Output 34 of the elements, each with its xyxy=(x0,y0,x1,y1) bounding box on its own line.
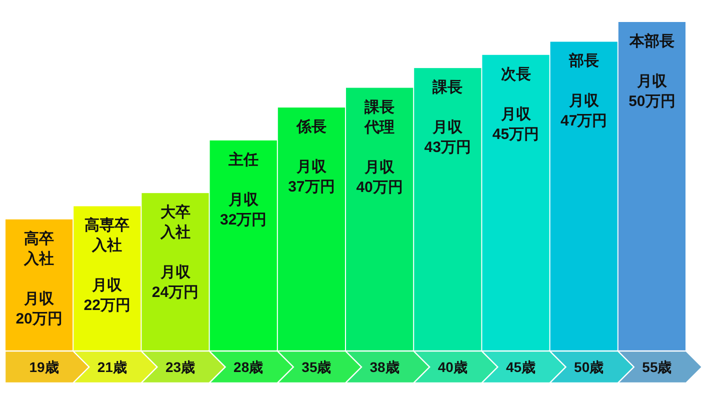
x-tick-label: 28歳 xyxy=(234,359,264,375)
x-tick-label: 23歳 xyxy=(165,359,196,375)
annotation: 係長 xyxy=(296,118,326,136)
annotation: 大卒 xyxy=(160,204,190,222)
value-label: 月収 32万円 xyxy=(220,191,267,228)
annotation: 次長 xyxy=(500,66,531,83)
annotation: 入社 xyxy=(92,237,122,254)
x-tick-label: 45歳 xyxy=(506,359,536,375)
annotation: 入社 xyxy=(160,224,190,242)
value-label: 月収 37万円 xyxy=(288,158,335,196)
value-label: 月収 47万円 xyxy=(560,92,608,130)
annotation: 課長 xyxy=(432,79,463,96)
annotation: 高卒 xyxy=(24,230,54,248)
value-label: 月収 43万円 xyxy=(424,119,471,156)
value-label: 月収 50万円 xyxy=(628,73,676,110)
annotation: 入社 xyxy=(24,250,54,268)
x-tick-label: 38歳 xyxy=(370,359,400,375)
x-tick-label: 19歳 xyxy=(29,359,59,375)
value-label: 月収 22万円 xyxy=(84,277,130,314)
value-label: 月収 40万円 xyxy=(356,158,403,196)
value-label: 月収 24万円 xyxy=(152,264,199,302)
value-label: 月収 20万円 xyxy=(16,290,62,328)
x-tick-label: 40歳 xyxy=(438,359,468,375)
annotation: 部長 xyxy=(568,52,599,70)
annotation: 代理 xyxy=(364,118,395,136)
annotation: 高専卒 xyxy=(84,217,130,234)
x-tick-label: 35歳 xyxy=(302,359,332,375)
x-tick-label: 50歳 xyxy=(574,359,604,375)
value-label: 月収 45万円 xyxy=(492,106,540,143)
x-tick-label: 21歳 xyxy=(97,359,127,375)
annotation: 本部長 xyxy=(629,33,674,50)
annotation: 主任 xyxy=(228,151,258,168)
annotation: 課長 xyxy=(364,98,395,116)
x-tick-label: 55歳 xyxy=(642,359,672,375)
